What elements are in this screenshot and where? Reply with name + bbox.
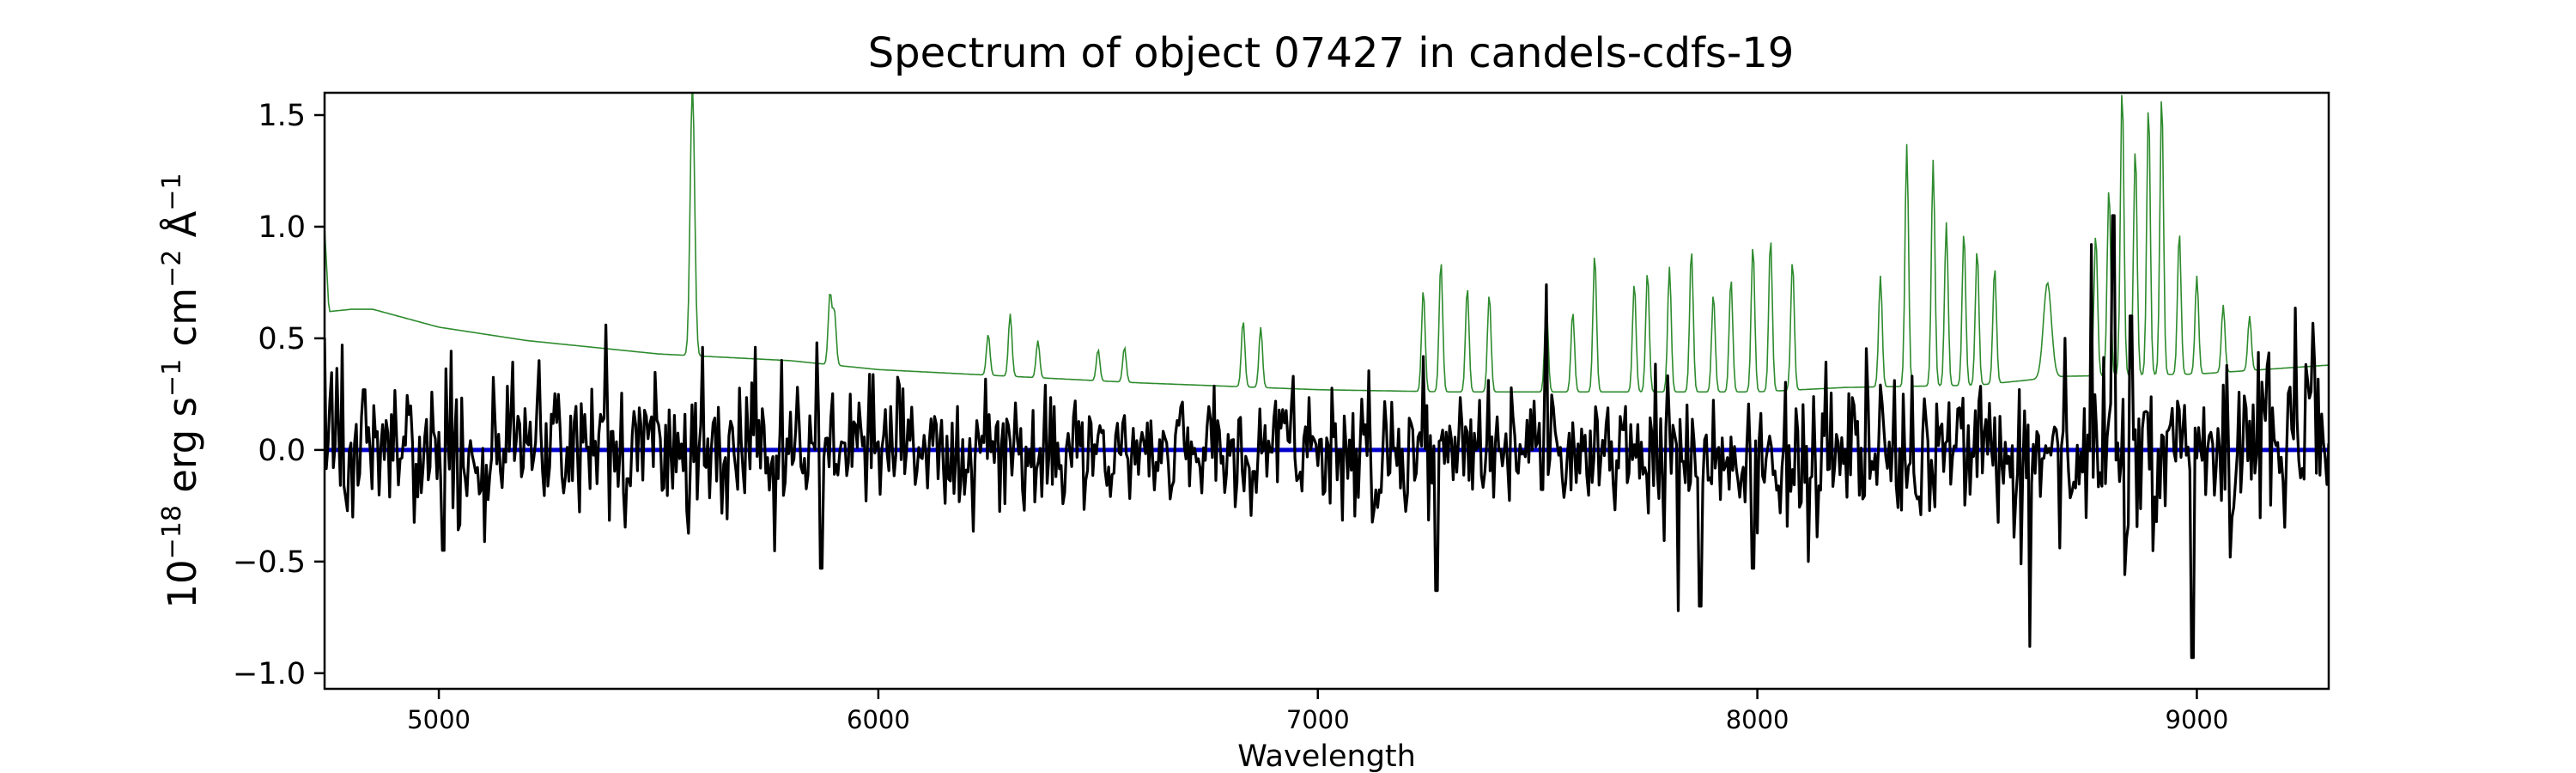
plot-frame bbox=[323, 91, 2330, 691]
y-tick-label: −1.0 bbox=[233, 657, 306, 691]
y-axis: −1.0 −0.5 0.0 0.5 1.0 1.5 bbox=[233, 99, 325, 691]
x-tick-label: 5000 bbox=[407, 705, 471, 734]
x-tick-label: 9000 bbox=[2166, 705, 2229, 734]
y-tick-label: 0.0 bbox=[258, 434, 306, 468]
x-axis-label: Wavelength bbox=[1237, 740, 1416, 773]
x-tick-label: 6000 bbox=[847, 705, 910, 734]
y-tick-label: −0.5 bbox=[233, 545, 306, 580]
y-axis-label: 10−18 erg s−1 cm−2 Å−1 bbox=[157, 173, 205, 608]
x-tick-label: 8000 bbox=[1726, 705, 1789, 734]
y-tick-label: 0.5 bbox=[258, 322, 306, 356]
chart-title: Spectrum of object 07427 in candels-cdfs… bbox=[868, 29, 1795, 77]
x-tick-label: 7000 bbox=[1286, 705, 1350, 734]
y-tick-label: 1.0 bbox=[258, 210, 306, 245]
x-axis: 5000 6000 7000 8000 9000 bbox=[407, 689, 2228, 734]
y-tick-label: 1.5 bbox=[258, 99, 306, 133]
object-flux-line bbox=[325, 214, 2329, 660]
plot-area bbox=[325, 93, 2329, 660]
sky-spectrum-line bbox=[325, 93, 2329, 393]
